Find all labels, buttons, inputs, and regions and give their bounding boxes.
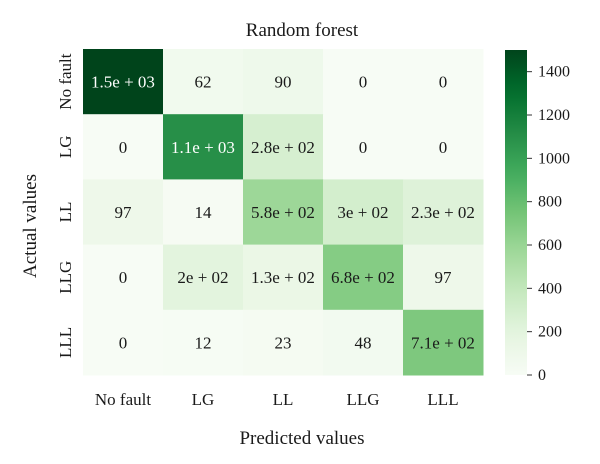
- heatmap-cell: [163, 309, 244, 376]
- y-tick-label: LLG: [56, 261, 75, 294]
- heatmap-cell-label: 90: [275, 73, 292, 92]
- heatmap-cell: [163, 244, 244, 311]
- heatmap-cell-label: 0: [439, 73, 448, 92]
- heatmap-cell-label: 2.8e + 02: [251, 138, 315, 157]
- heatmap-cell-label: 62: [195, 73, 212, 92]
- heatmap-cell: [243, 49, 324, 115]
- heatmap-cell-label: 6.8e + 02: [331, 268, 395, 287]
- x-tick-label: LLG: [346, 390, 379, 409]
- colorbar-tick-label: 0: [538, 367, 546, 384]
- heatmap-cell: [163, 179, 244, 246]
- heatmap-cell: [403, 309, 484, 376]
- heatmap-cell: [323, 179, 404, 246]
- heatmap-cell-label: 2.3e + 02: [411, 203, 475, 222]
- heatmap-cell-label: 12: [195, 333, 212, 352]
- heatmap-cell-labels: 1.5e + 03 62 90 0 0 0 1.1e + 03 2.8e + 02 0 0 97 14…: [91, 73, 475, 353]
- heatmap-cell: [83, 309, 164, 376]
- heatmap-cell-label: 48: [355, 333, 372, 352]
- heatmap-cell-label: 3e + 02: [337, 203, 388, 222]
- y-tick-label: No fault: [56, 53, 75, 109]
- heatmap-cell: [323, 49, 404, 115]
- colorbar: [505, 50, 527, 375]
- heatmap-cells: [83, 49, 484, 376]
- heatmap-cell-label: 5.8e + 02: [251, 203, 315, 222]
- colorbar-tick-label: 1000: [538, 150, 570, 167]
- y-axis-ticks: No fault LG LL LLG LLL: [56, 53, 75, 358]
- colorbar-tick-label: 200: [538, 324, 562, 341]
- heatmap-cell-label: 23: [275, 333, 292, 352]
- heatmap-cell-label: 0: [359, 73, 368, 92]
- heatmap-cell-label: 1.1e + 03: [171, 138, 235, 157]
- colorbar-tick-label: 800: [538, 194, 562, 211]
- heatmap-cell: [163, 49, 244, 115]
- heatmap-cell-label: 0: [359, 138, 368, 157]
- heatmap-cell: [403, 179, 484, 246]
- heatmap-cell: [243, 244, 324, 311]
- colorbar-tick-label: 1400: [538, 64, 570, 81]
- chart-title: Random forest: [246, 20, 359, 41]
- heatmap-cell: [403, 114, 484, 180]
- heatmap-cell-label: 2e + 02: [177, 268, 228, 287]
- heatmap-cell-label: 0: [119, 138, 128, 157]
- heatmap-cell-label: 0: [119, 268, 128, 287]
- x-tick-label: LG: [192, 390, 215, 409]
- colorbar-tick-label: 400: [538, 280, 562, 297]
- x-tick-label: LLL: [427, 390, 458, 409]
- heatmap-cell: [323, 244, 404, 311]
- heatmap-cell: [243, 114, 324, 180]
- x-axis-label: Predicted values: [239, 428, 364, 449]
- y-tick-label: LG: [56, 135, 75, 158]
- heatmap-cell: [323, 309, 404, 376]
- heatmap-cell: [83, 179, 164, 246]
- heatmap-cell: [403, 244, 484, 311]
- colorbar-ticks: 0 200 400 600 800 1000 1200 1400: [527, 64, 570, 384]
- heatmap-cell: [163, 114, 244, 180]
- y-tick-label: LLL: [56, 327, 75, 358]
- colorbar-tick-label: 1200: [538, 107, 570, 124]
- heatmap-cell-label: 97: [115, 203, 133, 222]
- y-tick-label: LL: [56, 202, 75, 223]
- x-axis-ticks: No fault LG LL LLG LLL: [95, 390, 459, 409]
- heatmap-cell-label: 1.5e + 03: [91, 73, 155, 92]
- heatmap-cell-label: 7.1e + 02: [411, 333, 475, 352]
- heatmap-cell: [243, 179, 324, 246]
- heatmap-cell-label: 0: [439, 138, 448, 157]
- x-tick-label: No fault: [95, 390, 151, 409]
- colorbar-tick-label: 600: [538, 237, 562, 254]
- heatmap-cell: [243, 309, 324, 376]
- heatmap-cell: [323, 114, 404, 180]
- heatmap-cell-label: 14: [195, 203, 213, 222]
- x-tick-label: LL: [273, 390, 294, 409]
- heatmap-cell-label: 97: [435, 268, 453, 287]
- heatmap-cell: [83, 49, 164, 115]
- heatmap-cell: [83, 114, 164, 180]
- heatmap-cell-label: 0: [119, 333, 128, 352]
- y-axis-label: Actual values: [20, 174, 41, 278]
- heatmap-cell-label: 1.3e + 02: [251, 268, 315, 287]
- heatmap-cell: [83, 244, 164, 311]
- heatmap-cell: [403, 49, 484, 115]
